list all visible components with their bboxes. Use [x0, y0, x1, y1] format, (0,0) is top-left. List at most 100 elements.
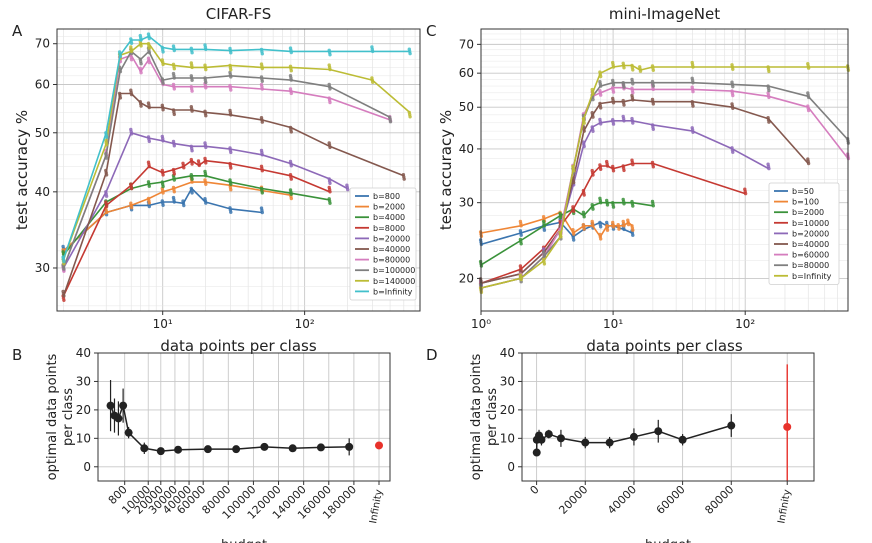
- panel-c-series-point: [731, 106, 735, 111]
- panel-d-point: [654, 427, 663, 436]
- panel-c-series-point: [691, 130, 695, 134]
- panel-c-legend-label: b=20000: [792, 229, 829, 238]
- panel-c-series-point: [767, 166, 771, 171]
- panel-c-ytick-label: 20: [459, 271, 474, 285]
- panel-c-series-point: [767, 69, 771, 74]
- panel-label-a: A: [12, 22, 23, 40]
- panel-a-series-point: [260, 191, 264, 195]
- panel-a-series-point: [289, 69, 293, 73]
- panel-c-series-point: [767, 120, 771, 124]
- panel-c-series-point: [622, 119, 626, 123]
- panel-c-series-point: [806, 108, 811, 113]
- panel-c-ytick-label: 40: [459, 142, 474, 156]
- panel-a-legend-label: b=800: [373, 192, 400, 201]
- panel-c-series-point: [651, 84, 655, 88]
- panel-a-ytick-label: 30: [35, 261, 50, 275]
- panel-c-series-point: [611, 101, 616, 105]
- panel-d-point: [537, 435, 546, 444]
- panel-a-series-point: [229, 113, 233, 117]
- panel-a-series-point: [147, 201, 151, 205]
- panel-a-series-point: [118, 54, 123, 59]
- panel-c-series-point: [651, 87, 655, 92]
- panel-c-series-point: [605, 164, 610, 168]
- panel-d-xlabel: budget: [645, 538, 691, 543]
- panel-a-series-point: [104, 173, 109, 177]
- panel-a-series-point: [147, 50, 151, 55]
- panel-a-series-point: [229, 68, 233, 72]
- panel-a-series-line-2: [62, 175, 330, 256]
- panel-d-xtick-label: 20000: [556, 483, 590, 517]
- panel-c-series-point: [559, 216, 563, 220]
- panel-d-frame: [521, 352, 815, 482]
- panel-c-series-point: [651, 165, 655, 169]
- panel-a-series-point: [172, 67, 176, 71]
- panel-b-point: [119, 401, 128, 410]
- panel-b-point: [288, 444, 297, 453]
- panel-a-series-point: [139, 71, 143, 75]
- panel-a-series-point: [104, 210, 109, 215]
- panel-a-series-point: [190, 109, 194, 113]
- panel-b-ytick-label: 40: [76, 346, 91, 360]
- panel-a-series-point: [204, 182, 208, 186]
- panel-c-series-point: [691, 65, 695, 69]
- panel-c-series-point: [519, 242, 523, 246]
- panel-a-series-point: [260, 210, 264, 215]
- panel-c-series-point: [691, 81, 695, 85]
- panel-a-series-point: [139, 104, 143, 108]
- panel-a-xtick-label: 10¹: [153, 317, 173, 331]
- panel-a-legend-label: b=8000: [373, 224, 405, 233]
- panel-c-series-point: [582, 121, 586, 125]
- panel-a-series-point: [328, 53, 332, 57]
- panel-a-series-point: [260, 52, 264, 56]
- panel-b-point: [232, 445, 241, 454]
- panel-c-series-point: [626, 222, 631, 227]
- panel-c-series-point: [631, 91, 635, 95]
- panel-c-legend-label: b=60000: [792, 251, 829, 260]
- panel-c-series-point: [582, 144, 586, 149]
- panel-c-series-point: [631, 98, 635, 102]
- panel-a-series-point: [161, 81, 165, 86]
- panel-c-series-point: [731, 150, 735, 154]
- panel-c-series-point: [591, 207, 595, 211]
- panel-a-series-point: [161, 50, 165, 54]
- panel-a-series-point: [204, 174, 208, 178]
- panel-a-series-point: [147, 60, 151, 65]
- panel-d-xtick-label: 80000: [702, 483, 736, 517]
- panel-a-series-point: [129, 41, 134, 45]
- panel-d-point: [605, 438, 614, 447]
- panel-label-d: D: [426, 346, 438, 364]
- panel-c-xlabel: data points per class: [586, 337, 742, 355]
- panel-c-legend-label: b=2000: [792, 208, 824, 217]
- panel-c-title: mini-ImageNet: [609, 5, 720, 23]
- panel-b-point: [156, 447, 165, 456]
- panel-a-series-point: [129, 205, 134, 210]
- panel-a-series-line-9: [62, 35, 410, 260]
- panel-c-ytick-label: 50: [459, 100, 474, 114]
- panel-a-series-point: [229, 166, 233, 170]
- panel-c-series-point: [542, 262, 547, 266]
- panel-c-series-point: [591, 115, 595, 119]
- panel-c-series-point: [572, 232, 576, 236]
- panel-c-legend-label: b=50: [792, 187, 814, 196]
- panel-a-series-point: [204, 114, 208, 118]
- panel-a-series-point: [229, 182, 233, 186]
- panel-c-legend-label: b=10000: [792, 219, 829, 228]
- panel-c-series-point: [622, 85, 626, 89]
- panel-c-series-point: [599, 167, 603, 171]
- panel-a-series-point: [229, 210, 233, 214]
- panel-a-series-point: [328, 87, 332, 91]
- panel-b-point: [260, 442, 269, 451]
- panel-c-series-point: [743, 191, 748, 196]
- panel-a-series-point: [129, 49, 134, 54]
- panel-c-series-point: [806, 161, 811, 166]
- panel-c-series-point: [651, 127, 655, 131]
- panel-a-legend-label: b=80000: [373, 256, 410, 265]
- panel-c-legend-label: b=Infinity: [792, 272, 832, 281]
- panel-c-series-point: [611, 122, 616, 126]
- panel-c-series-point: [572, 180, 576, 185]
- panel-c-legend-label: b=80000: [792, 261, 829, 270]
- panel-a-series-point: [129, 132, 134, 136]
- panel-d-ytick-label: 10: [500, 431, 515, 445]
- panel-c-series-line-5: [480, 99, 809, 284]
- panel-a-series-point: [172, 76, 176, 80]
